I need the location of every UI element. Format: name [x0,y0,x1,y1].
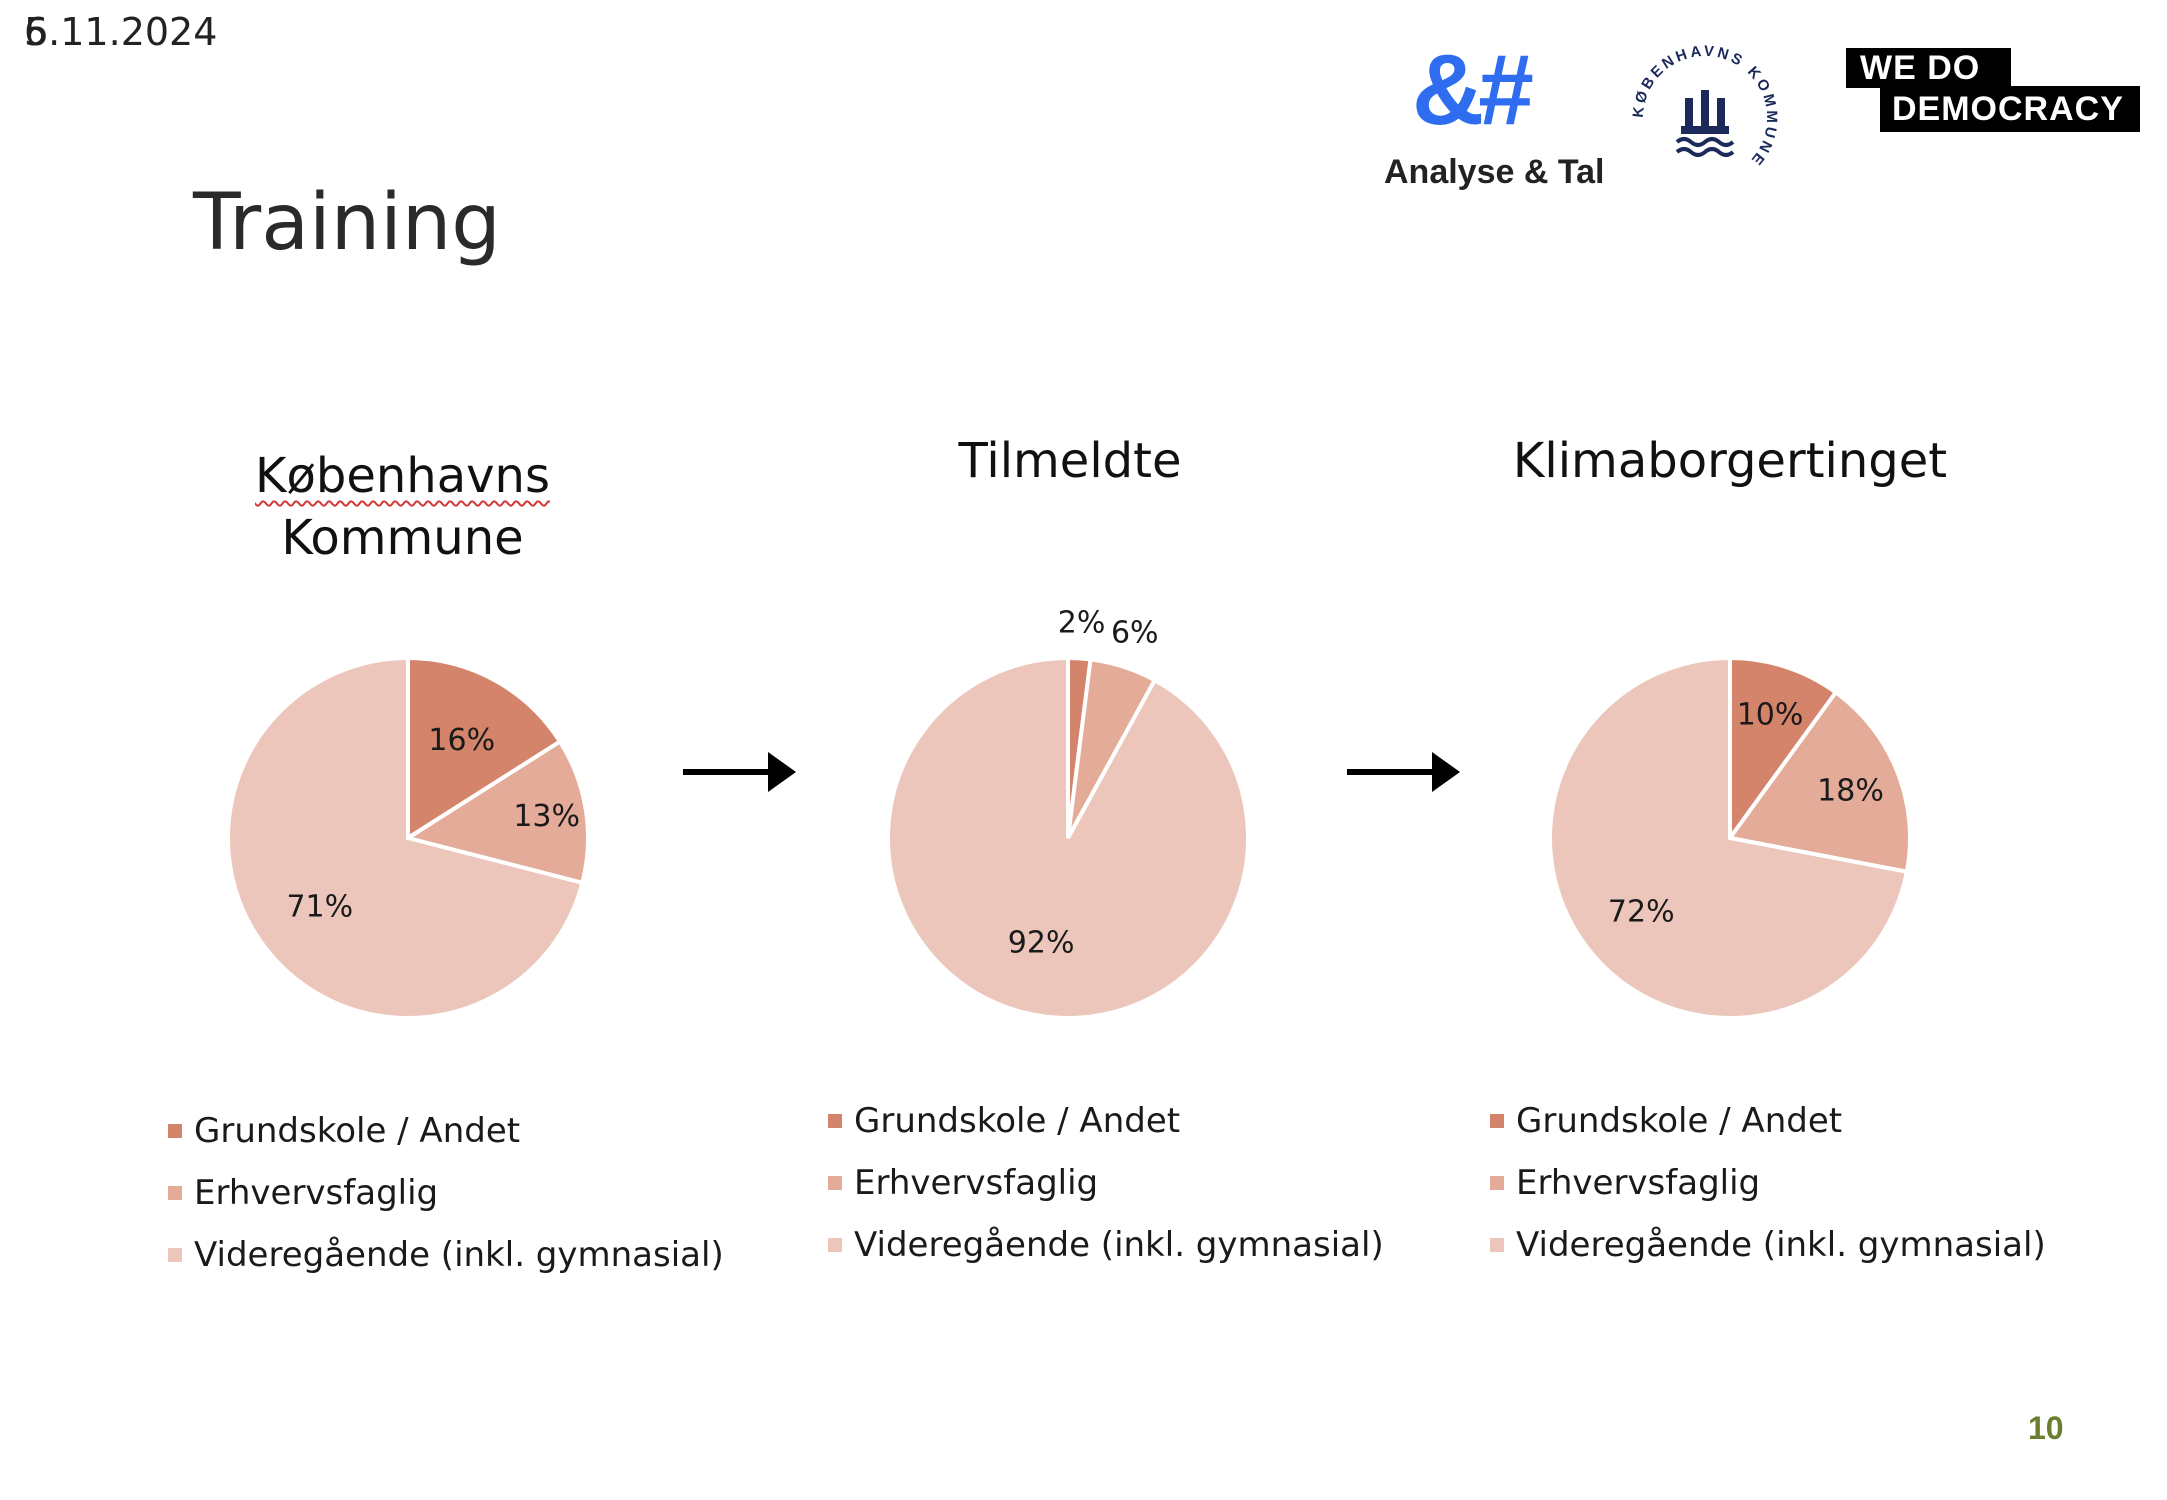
legend-swatch [168,1124,182,1138]
legend-item: Erhvervsfaglig [828,1152,1384,1214]
chart-3-slice-1 [1728,655,1839,845]
legend-swatch [828,1114,842,1128]
chart-2-slice-2-label: 6% [1111,616,1159,651]
chart-3-slice-1-label: 10% [1737,698,1804,733]
chart-2-legend: Grundskole / Andet Erhvervsfaglig Videre… [828,1090,1384,1276]
legend-swatch [1490,1238,1504,1252]
legend-label: Grundskole / Andet [854,1101,1181,1141]
legend-item: Videregående (inkl. gymnasial) [168,1224,724,1286]
chart-2-slice-1-label: 2% [1058,605,1106,640]
chart-2-title: Tilmeldte [958,433,1182,489]
wdd-logo-line2: DEMOCRACY [1880,86,2140,132]
legend-swatch [828,1238,842,1252]
chart-2-slice-3-label: 92% [1008,926,1075,961]
legend-label: Erhvervsfaglig [854,1163,1099,1203]
chart-3-slice-2-label: 18% [1817,773,1884,808]
chart-1-legend: Grundskole / Andet Erhvervsfaglig Videre… [168,1100,724,1286]
analyse-tal-logo-mark: &# [1412,34,1534,146]
chart-1-slice-1-label: 16% [428,723,495,758]
legend-item: Videregående (inkl. gymnasial) [828,1214,1384,1276]
legend-label: Videregående (inkl. gymnasial) [854,1225,1384,1265]
chart-1-title-line1: Københavns [255,448,550,504]
chart-1-slice-1 [406,655,563,842]
analyse-tal-logo-name: Analyse & Tal [1384,153,1605,191]
chart-1-title: Københavns Kommune [230,445,575,569]
chart-1-slice-3 [226,655,585,1020]
chart-1-slice-2-label: 13% [513,799,580,834]
legend-item: Grundskole / Andet [1490,1090,2046,1152]
legend-item: Grundskole / Andet [168,1100,724,1162]
legend-item: Erhvervsfaglig [1490,1152,2046,1214]
legend-item: Grundskole / Andet [828,1090,1384,1152]
wdd-logo-line1: WE DO [1846,48,2011,88]
chart-3-slice-2 [1726,689,1912,875]
date-label: 5.11.2024 6 [24,10,218,54]
chart-1-slice-2 [403,738,590,886]
legend-label: Grundskole / Andet [194,1111,521,1151]
chart-3-slice-3-label: 72% [1608,894,1675,929]
chart-2-slice-3 [886,655,1250,1020]
legend-label: Erhvervsfaglig [194,1173,439,1213]
legend-swatch [168,1186,182,1200]
legend-label: Videregående (inkl. gymnasial) [194,1235,724,1275]
chart-3-title: Klimaborgertinget [1512,433,1948,489]
legend-swatch [828,1176,842,1190]
legend-item: Videregående (inkl. gymnasial) [1490,1214,2046,1276]
chart-1-title-line2: Kommune [281,510,524,566]
we-do-democracy-logo: WE DO DEMOCRACY [1846,48,2140,132]
legend-label: Videregående (inkl. gymnasial) [1516,1225,2046,1265]
arrow-right-icon [683,752,796,792]
legend-item: Erhvervsfaglig [168,1162,724,1224]
arrow-right-icon [1347,752,1460,792]
page-number: 10 [2028,1410,2064,1446]
chart-3-legend: Grundskole / Andet Erhvervsfaglig Videre… [1490,1090,2046,1276]
legend-label: Erhvervsfaglig [1516,1163,1761,1203]
legend-swatch [168,1248,182,1262]
legend-swatch [1490,1114,1504,1128]
chart-3-slice-3 [1548,655,1910,1020]
page-title: Training [193,178,501,268]
legend-label: Grundskole / Andet [1516,1101,1843,1141]
chart-1-slice-3-label: 71% [286,889,353,924]
kobenhavns-kommune-seal-logo: KØBENHAVNS KOMMUNE [1630,43,1777,170]
legend-swatch [1490,1176,1504,1190]
date-overprint-digit: 6 [24,10,49,54]
